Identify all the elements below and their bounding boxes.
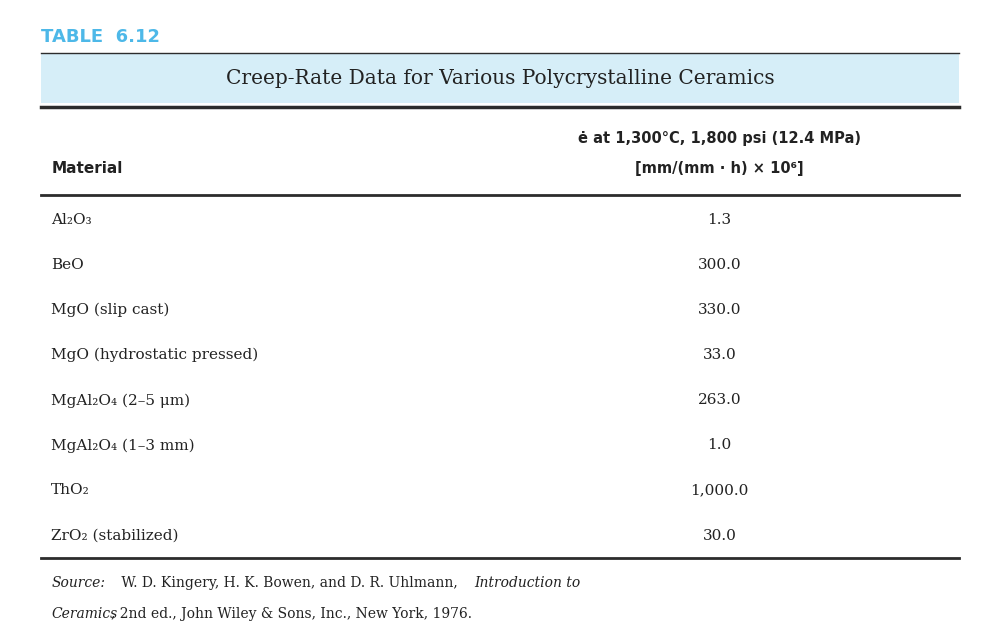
Text: TABLE  6.12: TABLE 6.12 [41,29,160,47]
Text: Al₂O₃: Al₂O₃ [51,213,92,226]
Text: ė at 1,300°C, 1,800 psi (12.4 MPa): ė at 1,300°C, 1,800 psi (12.4 MPa) [578,131,861,146]
FancyBboxPatch shape [41,54,959,103]
Text: Source:: Source: [51,575,105,590]
Text: [mm/(mm · h) × 10⁶]: [mm/(mm · h) × 10⁶] [635,162,804,177]
Text: 1.3: 1.3 [707,213,731,226]
Text: 263.0: 263.0 [698,393,741,407]
Text: 30.0: 30.0 [702,529,736,542]
Text: Introduction to: Introduction to [474,575,580,590]
Text: 1.0: 1.0 [707,439,732,452]
Text: 1,000.0: 1,000.0 [690,483,749,498]
Text: W. D. Kingery, H. K. Bowen, and D. R. Uhlmann,: W. D. Kingery, H. K. Bowen, and D. R. Uh… [117,575,462,590]
Text: 330.0: 330.0 [698,303,741,317]
Text: Ceramics: Ceramics [51,608,118,621]
Text: 33.0: 33.0 [703,348,736,362]
Text: MgAl₂O₄ (1–3 mm): MgAl₂O₄ (1–3 mm) [51,439,195,453]
Text: ZrO₂ (stabilized): ZrO₂ (stabilized) [51,529,179,542]
Text: MgO (hydrostatic pressed): MgO (hydrostatic pressed) [51,348,258,363]
Text: Creep-Rate Data for Various Polycrystalline Ceramics: Creep-Rate Data for Various Polycrystall… [226,69,774,88]
Text: MgO (slip cast): MgO (slip cast) [51,303,170,317]
Text: Material: Material [51,162,123,177]
Text: ThO₂: ThO₂ [51,483,90,498]
Text: MgAl₂O₄ (2–5 μm): MgAl₂O₄ (2–5 μm) [51,393,190,407]
Text: 300.0: 300.0 [698,258,741,272]
Text: , 2nd ed., John Wiley & Sons, Inc., New York, 1976.: , 2nd ed., John Wiley & Sons, Inc., New … [111,608,472,621]
Text: BeO: BeO [51,258,84,272]
